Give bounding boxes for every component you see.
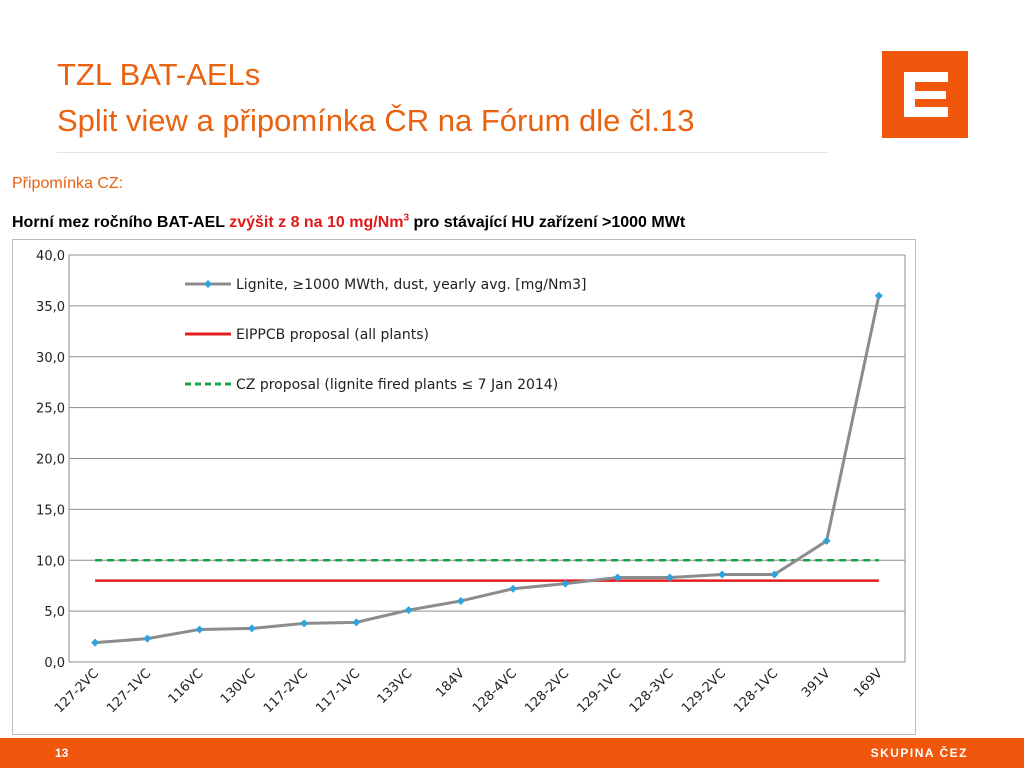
x-tick-label: 127-1VC bbox=[104, 666, 154, 716]
x-tick-label: 128-1VC bbox=[731, 666, 781, 716]
lignite-data-point bbox=[874, 291, 883, 300]
headline-part1: Horní mez ročního BAT-AEL bbox=[12, 214, 230, 231]
lignite-data-point bbox=[613, 573, 622, 582]
chart-frame: 0,0 5,0 10,0 15,0 20,0 25,0 30,0 35,0 40,0 127-2V… bbox=[12, 239, 916, 735]
comment-label: Připomínka CZ: bbox=[12, 175, 124, 192]
headline-highlight: zvýšit z 8 na 10 mg/Nm3 bbox=[229, 212, 410, 231]
lignite-data-point bbox=[195, 625, 204, 634]
lignite-data-point bbox=[456, 596, 465, 605]
x-tick-label: 130VC bbox=[218, 666, 259, 707]
legend-lignite-marker bbox=[204, 280, 212, 288]
x-tick-label: 128-3VC bbox=[627, 666, 677, 716]
brand-label: SKUPINA ČEZ bbox=[870, 746, 968, 760]
lignite-data-point bbox=[300, 619, 309, 628]
x-tick-label: 391V bbox=[799, 666, 834, 701]
x-tick-label: 129-2VC bbox=[679, 666, 729, 716]
y-tick-label: 20,0 bbox=[36, 453, 65, 468]
x-tick-label: 169V bbox=[851, 666, 886, 701]
lignite-data-point bbox=[665, 573, 674, 582]
slide-subtitle: Split view a připomínka ČR na Fórum dle … bbox=[57, 103, 695, 138]
lignite-data-point bbox=[352, 618, 361, 627]
page-number: 13 bbox=[55, 746, 69, 760]
x-tick-label: 128-4VC bbox=[470, 666, 520, 716]
y-tick-label: 35,0 bbox=[36, 300, 65, 315]
headline: Horní mez ročního BAT-AEL zvýšit z 8 na … bbox=[12, 212, 686, 232]
y-tick-label: 40,0 bbox=[36, 249, 65, 264]
lignite-data-point bbox=[91, 638, 100, 647]
y-tick-label: 30,0 bbox=[36, 351, 65, 366]
y-tick-label: 10,0 bbox=[36, 554, 65, 569]
y-tick-label: 0,0 bbox=[44, 656, 65, 671]
x-tick-label: 127-2VC bbox=[52, 666, 102, 716]
legend-cz-label: CZ proposal (lignite fired plants ≤ 7 Ja… bbox=[236, 377, 558, 393]
y-tick-label: 5,0 bbox=[44, 605, 65, 620]
x-tick-label: 116VC bbox=[166, 666, 207, 707]
headline-part3: pro stávající HU zařízení >1000 MWt bbox=[409, 214, 686, 231]
lignite-data-point bbox=[247, 624, 256, 633]
x-tick-label: 128-2VC bbox=[522, 666, 572, 716]
x-tick-label: 117-2VC bbox=[261, 666, 311, 716]
x-tick-label: 117-1VC bbox=[313, 666, 363, 716]
legend-lignite-label: Lignite, ≥1000 MWth, dust, yearly avg. [… bbox=[236, 277, 586, 293]
lignite-data-point bbox=[718, 570, 727, 579]
y-tick-label: 15,0 bbox=[36, 503, 65, 518]
legend-eippcb-label: EIPPCB proposal (all plants) bbox=[236, 327, 429, 343]
x-tick-label: 184V bbox=[433, 666, 468, 701]
headline-highlight-text: zvýšit z 8 na 10 mg/Nm bbox=[229, 214, 404, 231]
x-tick-label: 133VC bbox=[375, 666, 416, 707]
lignite-data-point bbox=[770, 570, 779, 579]
slide-title: TZL BAT-AELs bbox=[57, 57, 261, 92]
lignite-data-point bbox=[561, 579, 570, 588]
y-tick-label: 25,0 bbox=[36, 402, 65, 417]
footer-bar: 13 SKUPINA ČEZ bbox=[0, 738, 1024, 768]
headline-superscript: 3 bbox=[403, 212, 410, 224]
x-tick-label: 129-1VC bbox=[574, 666, 624, 716]
lignite-data-point bbox=[404, 606, 413, 615]
title-block: TZL BAT-AELs Split view a připomínka ČR … bbox=[57, 52, 694, 144]
lignite-data-point bbox=[509, 584, 518, 593]
title-divider bbox=[57, 152, 827, 153]
cez-logo-icon bbox=[882, 51, 968, 138]
lignite-series-line bbox=[95, 295, 881, 645]
line-chart: 0,0 5,0 10,0 15,0 20,0 25,0 30,0 35,0 40,0 127-2V… bbox=[36, 249, 906, 716]
lignite-data-point bbox=[822, 536, 831, 545]
lignite-data-point bbox=[143, 634, 152, 643]
